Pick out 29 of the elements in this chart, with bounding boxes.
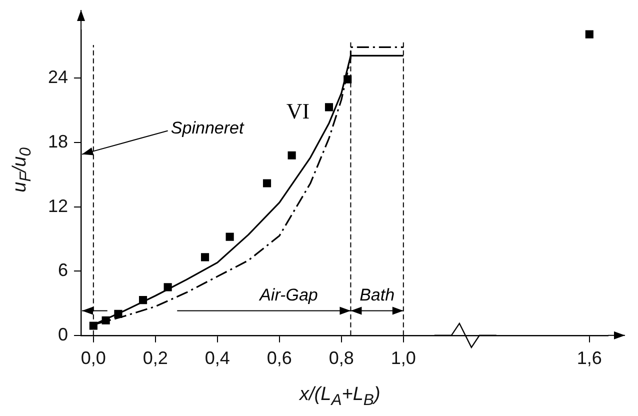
point (114, 310, 122, 318)
point (138, 296, 148, 304)
x-tick-label: 0,0 (80, 348, 106, 368)
y-tick-label: 24 (48, 67, 68, 88)
point (344, 75, 352, 84)
x-tick-label: 0,2 (142, 348, 168, 368)
y-tick-label: 6 (58, 260, 68, 280)
x-tick-label: 1,0 (390, 348, 416, 368)
point (226, 232, 234, 241)
annotation: VI (286, 98, 310, 124)
annotation: Bath (360, 285, 395, 304)
y-tick-label: 12 (48, 196, 68, 216)
point (585, 30, 594, 38)
x-tick-label: 1,6 (576, 348, 602, 368)
y-tick-label: 18 (48, 131, 68, 152)
point (324, 103, 334, 112)
point (164, 283, 172, 292)
point (89, 322, 98, 330)
x-tick-label: 0,8 (328, 348, 354, 368)
point (262, 179, 272, 188)
ref-line-label: Spinneret (170, 118, 245, 138)
x-tick-label: 0,6 (266, 348, 292, 368)
point (102, 316, 110, 324)
y-tick-label: 0 (58, 324, 68, 344)
x-tick-label: 0,4 (204, 348, 230, 368)
annotation: Air-Gap (258, 285, 318, 304)
x-axis-title: x/(L$_{A}$+L$_{B}$) (300, 384, 380, 410)
point (288, 151, 296, 160)
point (200, 253, 210, 262)
